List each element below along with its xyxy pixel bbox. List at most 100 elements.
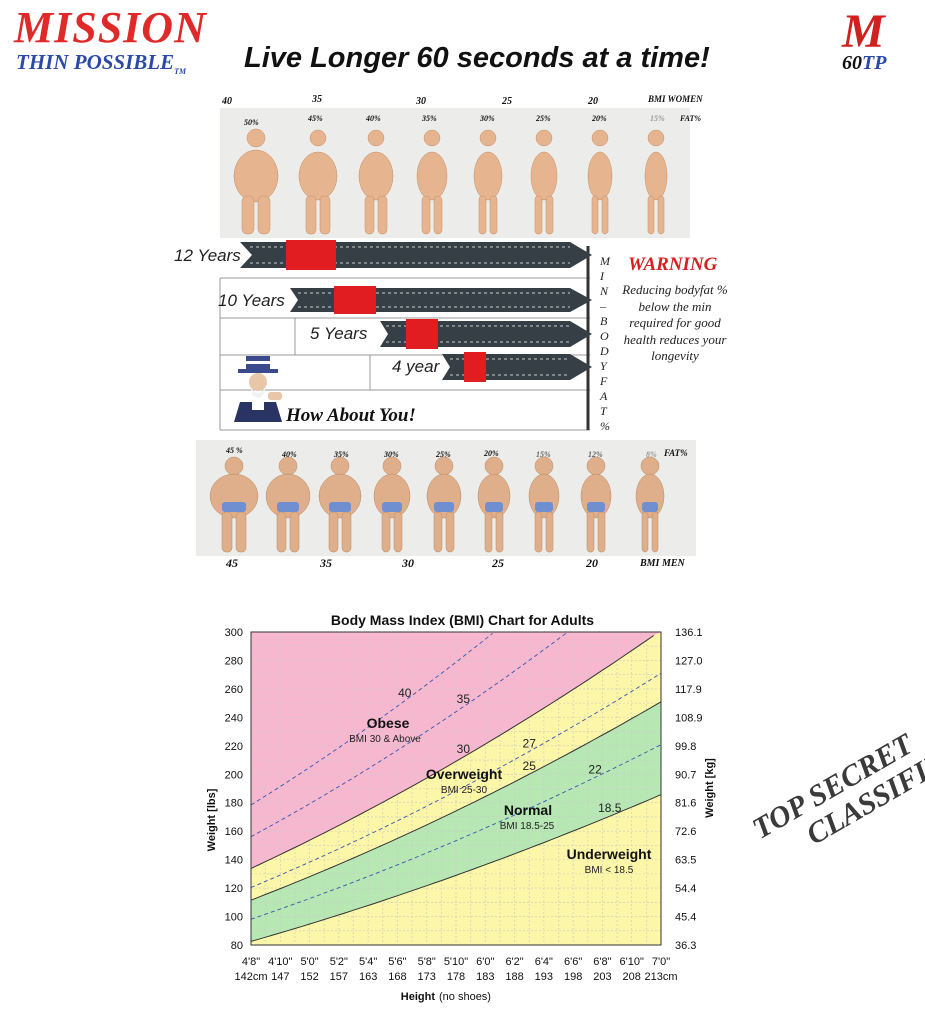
longevity-arrows-graphic [219,240,592,431]
y-tick-kg: 81.6 [675,798,696,810]
trademark-mark: TM [174,67,187,77]
vert-char: O [600,329,609,343]
boundary-line-bmi-25 [250,701,662,901]
vert-char: Y [600,359,607,373]
boundary-line-bmi-18.5 [250,794,662,942]
y-tick-lbs: 200 [225,769,243,781]
reference-line-bmi-40 [250,632,493,806]
men-fat-8: 8% [646,450,657,459]
x-tick-cm: 198 [564,971,582,983]
x-tick-cm: 152 [300,971,318,983]
x-tick-ft: 5'0" [300,956,318,968]
women-fat-25: 25% [536,114,551,123]
bmi-curve-label-25: 25 [523,759,537,773]
y-tick-lbs: 120 [225,883,243,895]
x-tick-ft: 4'8" [242,956,260,968]
y-tick-lbs: 220 [225,741,243,753]
zone-underweight-title: Underweight [567,846,652,862]
x-tick-cm: 157 [330,971,348,983]
x-tick-cm: 163 [359,971,377,983]
men-bmi-20: 20 [586,556,598,570]
men-bmi-45: 45 [226,556,238,570]
years-12-label: 12 Years [174,246,241,265]
x-tick-cm: 168 [388,971,406,983]
men-fat-30: 30% [384,450,399,459]
brand-logo-mission: MISSION [14,3,207,52]
reference-line-bmi-27 [250,672,662,888]
x-tick-cm: 193 [535,971,553,983]
y-tick-kg: 63.5 [675,855,696,867]
x-tick-cm: 142cm [234,971,267,983]
x-tick-cm: 147 [271,971,289,983]
y-tick-kg: 45.4 [675,912,696,924]
women-bmi-label: BMI WOMEN [648,94,703,104]
women-bmi-25: 25 [502,96,512,107]
chart-axes: 80 36.3 100 45.4 120 54.4 140 63.5 160 72.6 180 81.… [225,627,703,983]
women-fat-label: FAT% [680,114,702,123]
warning-body: Reducing bodyfat % below the min require… [622,282,728,363]
x-tick-ft: 7'0" [652,956,670,968]
bmi-curve-label-18.5: 18.5 [598,801,622,815]
women-fat-15: 15% [650,114,665,123]
vert-char: T [600,404,607,418]
x-tick-ft: 5'2" [330,956,348,968]
bmi-chart: 80 36.3 100 45.4 120 54.4 140 63.5 160 72.6 180 81.… [206,627,716,1003]
vert-char: F [600,374,608,388]
men-fat-35: 35% [334,450,349,459]
chart-title: Body Mass Index (BMI) Chart for Adults [330,612,595,628]
y-tick-kg: 99.8 [675,741,696,753]
zone-overweight-title: Overweight [426,766,503,782]
zone-underweight [251,794,661,945]
x-tick-ft: 6'10" [620,956,644,968]
men-fat-25: 25% [436,450,451,459]
y-tick-kg: 90.7 [675,769,696,781]
y-tick-lbs: 80 [231,940,243,952]
y-tick-kg: 127.0 [675,655,703,667]
y-tick-kg: 72.6 [675,826,696,838]
women-bmi-35: 35 [312,94,322,105]
x-tick-ft: 6'0" [476,956,494,968]
x-tick-cm: 188 [505,971,523,983]
men-fat-20: 20% [484,449,499,458]
women-bmi-20: 20 [588,96,598,107]
zone-normal-title: Normal [504,802,552,818]
women-fat-35: 35% [422,114,437,123]
women-fat-50: 50% [244,118,259,127]
y-tick-lbs: 160 [225,826,243,838]
men-bmi-30: 30 [402,556,414,570]
women-bmi-40: 40 [222,96,232,107]
bmi-curve-label-40: 40 [398,686,412,700]
warning-title: WARNING [628,254,718,275]
y-tick-lbs: 140 [225,855,243,867]
years-5-label: 5 Years [310,324,368,343]
women-figures-panel [220,108,690,238]
min-body-fat-vertical-label: M I N – B O D Y F A T % [600,254,610,434]
x-tick-ft: 5'10" [444,956,468,968]
bmi-curve-label-35: 35 [457,692,471,706]
years-10-label: 10 Years [218,291,285,310]
x-tick-ft: 5'6" [388,956,406,968]
x-tick-ft: 6'2" [505,956,523,968]
men-bmi-label: BMI MEN [640,558,685,569]
reference-line-bmi-35 [250,633,567,838]
men-fat-45: 45 % [226,446,243,455]
page-headline: Live Longer 60 seconds at a time! [244,42,710,74]
men-figures-panel [196,440,696,556]
women-bmi-30: 30 [416,96,426,107]
vert-char: N [600,284,609,298]
y-tick-kg: 108.9 [675,712,703,724]
chart-labels: 18.5 25 30 22 27 35 40 [398,686,622,815]
x-axis-label-note: (no shoes) [439,991,491,1003]
x-tick-ft: 6'6" [564,956,582,968]
men-fat-12: 12% [588,450,603,459]
m60tp-logo-letter: M [842,5,885,58]
bmi-curve-label-27: 27 [523,736,537,750]
men-fat-40: 40% [282,450,297,459]
bmi-curve-label-22: 22 [588,762,602,776]
y-tick-kg: 54.4 [675,883,696,895]
x-tick-ft: 6'4" [535,956,553,968]
y-tick-kg: 36.3 [675,940,696,952]
men-fat-label: FAT% [664,448,688,458]
bmi-lines [250,632,662,942]
women-fat-45: 45% [308,114,323,123]
